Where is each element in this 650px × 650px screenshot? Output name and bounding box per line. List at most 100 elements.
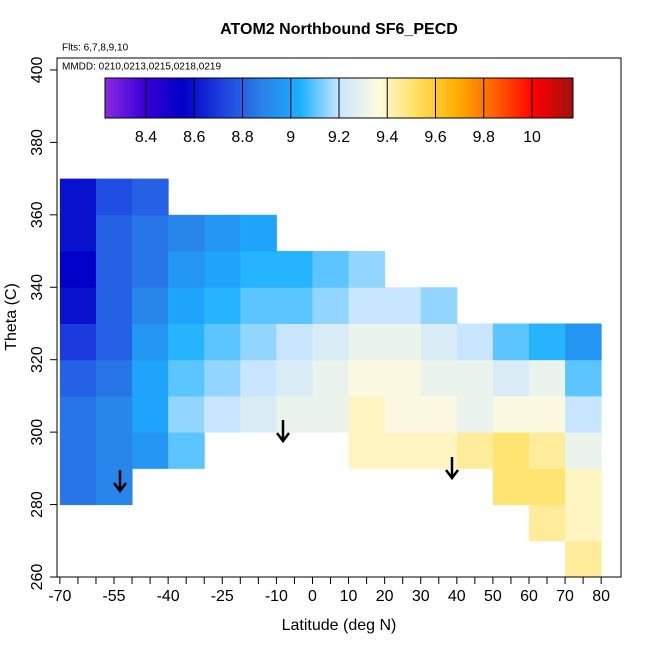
arrow (113, 470, 127, 494)
heatmap-cell (312, 251, 350, 288)
heatmap-cell (492, 359, 530, 397)
heatmap-cell (384, 359, 422, 397)
colorbar-tick-label: 9.2 (328, 129, 350, 146)
heatmap-cell (456, 395, 494, 433)
heatmap-cell (204, 359, 241, 397)
x-tick-label: -55 (102, 588, 125, 605)
plot-frame (56, 57, 622, 578)
heatmap-cell (492, 432, 530, 469)
heatmap-cell (95, 214, 133, 252)
heatmap-cell (168, 395, 205, 433)
heatmap-cell (132, 287, 169, 324)
heatmap-cell (59, 432, 97, 469)
heatmap-cell (204, 214, 241, 252)
heatmap-cell (132, 395, 169, 433)
x-tick-label: 0 (308, 588, 317, 605)
heatmap-cell (420, 287, 458, 324)
heatmap-cell (59, 468, 97, 506)
heatmap-cell (384, 395, 422, 433)
y-tick-label: 360 (29, 201, 46, 228)
heatmap-cell (492, 468, 530, 506)
x-tick-label: 20 (376, 588, 394, 605)
heatmap-cell (240, 395, 277, 433)
heatmap-cell (312, 287, 350, 324)
heatmap-cell (95, 432, 133, 469)
heatmap-cell (492, 395, 530, 433)
heatmap-cell (95, 178, 133, 216)
x-tick-label: -25 (211, 588, 234, 605)
colorbar-tick-label: 10 (523, 129, 541, 146)
heatmap-cell (384, 287, 422, 324)
heatmap-cell (456, 359, 494, 397)
heatmap-cell (420, 359, 458, 397)
heatmap-cell (276, 287, 313, 324)
colorbar-tick-label: 9.4 (376, 129, 398, 146)
x-tick-label: 10 (340, 588, 358, 605)
y-tick-label: 320 (29, 346, 46, 373)
x-tick-label: 70 (556, 588, 574, 605)
heatmap-cell (420, 395, 458, 433)
heatmap-cell (132, 251, 169, 288)
heatmap-cell (565, 359, 602, 397)
heatmap-cell (565, 504, 602, 542)
x-tick-label: 40 (448, 588, 466, 605)
heatmap-cell (168, 432, 205, 469)
heatmap-cell (95, 251, 133, 288)
heatmap-cell (348, 287, 386, 324)
heatmap-cell (456, 323, 494, 361)
heatmap-cell (59, 323, 97, 361)
heatmap-cell (59, 359, 97, 397)
colorbar-tick-label: 9 (286, 129, 295, 146)
heatmap-cell (456, 432, 494, 469)
heatmap-cell (240, 214, 277, 252)
x-tick-label: 80 (592, 588, 610, 605)
y-axis-label: Theta (C) (3, 283, 20, 351)
arrows (113, 420, 459, 494)
heatmap-cell (95, 287, 133, 324)
heatmap-cell (168, 214, 205, 252)
heatmap-cell (312, 359, 350, 397)
heatmap-cell (276, 251, 313, 288)
colorbar-tick-label: 8.8 (231, 129, 253, 146)
heatmap-cell (95, 395, 133, 433)
heatmap-cell (204, 251, 241, 288)
heatmap-cell (492, 323, 530, 361)
heatmap-cell (95, 468, 133, 506)
heatmap-cell (132, 359, 169, 397)
heatmap-cell (528, 395, 566, 433)
heatmap-cell (59, 214, 97, 252)
heatmap-cell (95, 359, 133, 397)
heatmap-cell (565, 540, 602, 578)
arrow (445, 457, 459, 481)
heatmap-cell (168, 287, 205, 324)
heatmap-cell (528, 323, 566, 361)
heatmap-cell (348, 432, 386, 469)
heatmap-cell (59, 251, 97, 288)
heatmap-cell (204, 323, 241, 361)
heatmap-cell (168, 251, 205, 288)
heatmap-cell (132, 432, 169, 469)
x-tick-label: 30 (412, 588, 430, 605)
heatmap-cell (240, 251, 277, 288)
heatmap-cell (565, 432, 602, 469)
heatmap-cell (240, 323, 277, 361)
x-tick-label: 60 (520, 588, 538, 605)
heatmap (59, 178, 602, 578)
heatmap-cell (384, 323, 422, 361)
heatmap-cell (276, 323, 313, 361)
x-tick-label: -10 (265, 588, 288, 605)
heatmap-cell (384, 432, 422, 469)
y-tick-label: 280 (29, 491, 46, 518)
heatmap-cell (240, 359, 277, 397)
heatmap-cell (420, 323, 458, 361)
heatmap-cell (132, 178, 169, 216)
heatmap-cell (528, 432, 566, 469)
arrow (276, 420, 290, 444)
x-tick-label: -70 (48, 588, 71, 605)
heatmap-cell (312, 395, 350, 433)
colorbar-tick-label: 9.8 (473, 129, 495, 146)
y-tick-label: 340 (29, 274, 46, 301)
heatmap-cell (565, 468, 602, 506)
